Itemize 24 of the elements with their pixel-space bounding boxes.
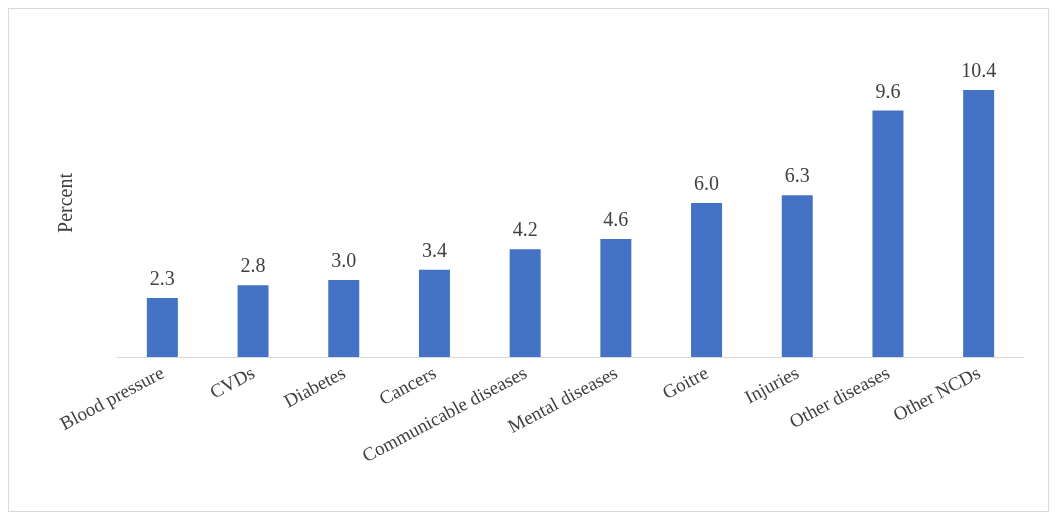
data-label: 9.6 <box>875 79 901 102</box>
bar <box>781 195 813 357</box>
data-label: 2.8 <box>240 254 266 277</box>
x-tick-label: Other NCDs <box>889 361 984 426</box>
data-label: 2.3 <box>149 266 175 289</box>
bar <box>328 280 360 357</box>
bar <box>600 238 632 357</box>
data-label: 3.4 <box>421 238 447 261</box>
bar <box>691 203 723 357</box>
bar <box>509 249 541 357</box>
data-label: 4.6 <box>603 207 629 230</box>
x-tick-label: CVDs <box>206 361 258 403</box>
data-label: 6.3 <box>784 164 810 187</box>
bar <box>237 285 269 357</box>
y-axis-title: Percent <box>54 172 76 233</box>
bar <box>963 90 995 357</box>
bar <box>418 269 450 357</box>
data-label: 10.4 <box>961 59 997 82</box>
x-tick-label: Goitre <box>658 361 712 404</box>
data-label: 4.2 <box>512 218 538 241</box>
bar <box>146 297 178 357</box>
bar <box>872 110 904 357</box>
data-label: 6.0 <box>694 172 720 194</box>
data-label: 3.0 <box>331 249 357 271</box>
